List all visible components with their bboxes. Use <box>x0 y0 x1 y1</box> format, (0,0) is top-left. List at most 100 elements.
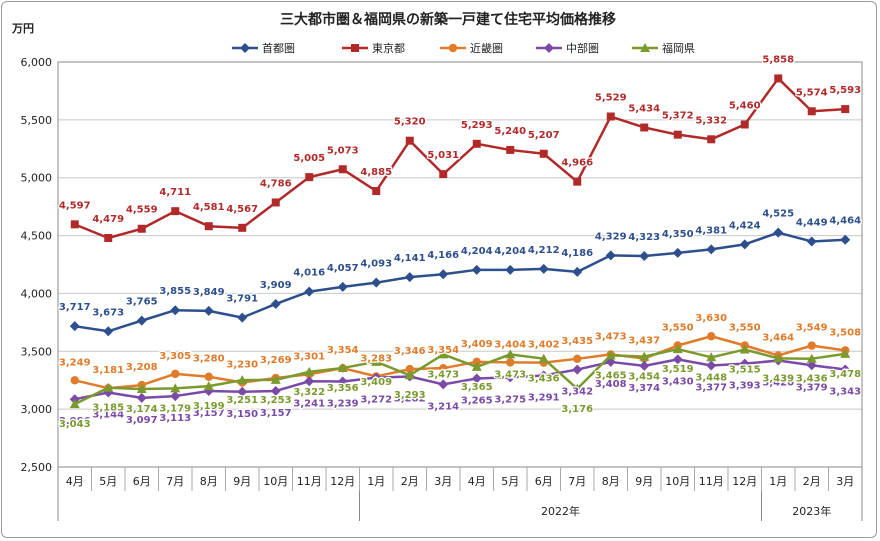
data-label: 3,448 <box>695 372 727 383</box>
data-label: 3,342 <box>561 387 593 398</box>
data-label: 3,356 <box>327 383 359 394</box>
series-line <box>74 334 846 390</box>
data-point <box>471 373 482 384</box>
series-line <box>74 347 846 406</box>
legend-item: 中部圏 <box>536 41 599 55</box>
data-label: 3,408 <box>595 379 627 390</box>
data-label: 3,343 <box>829 386 861 397</box>
x-tick-label: 6月 <box>133 475 151 488</box>
data-label: 5,005 <box>293 153 325 164</box>
data-point <box>338 165 347 174</box>
x-tick-label: 5月 <box>501 475 519 488</box>
data-label: 4,479 <box>92 214 124 225</box>
x-tick-label: 6月 <box>535 475 553 488</box>
data-label: 3,379 <box>796 382 828 393</box>
y-tick-label: 6,000 <box>21 56 53 69</box>
data-point <box>573 177 582 186</box>
year-label: 2022年 <box>541 504 580 518</box>
data-point <box>204 372 213 381</box>
data-label: 5,240 <box>494 126 526 137</box>
data-point <box>806 360 817 371</box>
y-tick-label: 4,000 <box>21 287 53 300</box>
data-label: 3,301 <box>293 351 325 362</box>
data-label: 3,549 <box>796 323 828 334</box>
series-line <box>74 358 846 401</box>
data-label: 3,275 <box>494 394 526 405</box>
data-label: 3,230 <box>226 360 258 371</box>
data-label: 3,436 <box>528 374 560 385</box>
data-point <box>104 234 113 243</box>
data-label: 5,460 <box>729 100 761 111</box>
x-tick-label: 7月 <box>568 475 586 488</box>
data-label: 3,174 <box>126 404 158 415</box>
data-label: 3,404 <box>494 339 526 350</box>
data-label: 3,717 <box>59 302 91 313</box>
x-tick-label: 8月 <box>200 475 218 488</box>
data-label: 3,239 <box>327 398 359 409</box>
data-point <box>270 298 281 309</box>
data-point <box>103 382 114 392</box>
data-point <box>740 120 749 129</box>
legend-label: 首都圏 <box>262 41 295 55</box>
data-label: 4,166 <box>427 250 459 261</box>
x-tick-label: 11月 <box>297 475 322 488</box>
data-point <box>404 370 415 380</box>
data-label: 3,251 <box>226 395 258 406</box>
data-label: 4,141 <box>394 253 426 264</box>
x-tick-label: 1月 <box>769 475 787 488</box>
data-label: 3,420 <box>762 378 794 389</box>
data-label: 5,031 <box>427 150 459 161</box>
data-point <box>270 374 281 384</box>
data-point <box>606 112 615 121</box>
data-label: 3,253 <box>260 395 292 406</box>
data-label: 3,409 <box>461 339 493 350</box>
data-point <box>639 360 650 371</box>
data-point <box>544 43 554 53</box>
data-point <box>70 376 79 385</box>
data-point <box>136 392 147 403</box>
data-point <box>472 139 481 148</box>
series-東京都 <box>70 74 850 243</box>
data-point <box>505 264 516 275</box>
data-label: 3,435 <box>561 336 593 347</box>
data-point <box>240 43 250 53</box>
data-label: 3,855 <box>159 286 191 297</box>
x-tick-label: 10月 <box>665 475 690 488</box>
data-label: 4,885 <box>360 167 392 178</box>
data-point <box>572 383 583 393</box>
data-label: 3,377 <box>695 383 727 394</box>
data-point <box>351 44 359 52</box>
data-label: 4,212 <box>528 245 560 256</box>
data-label: 5,372 <box>662 111 694 122</box>
data-point <box>840 234 851 245</box>
data-point <box>739 239 750 250</box>
data-label: 3,181 <box>92 365 124 376</box>
data-point <box>639 251 650 262</box>
data-label: 5,858 <box>762 54 794 65</box>
data-label: 3,157 <box>260 408 292 419</box>
data-label: 3,305 <box>159 351 191 362</box>
data-point <box>573 354 582 364</box>
data-label: 3,157 <box>193 408 225 419</box>
data-label: 3,393 <box>729 381 761 392</box>
data-point <box>605 350 616 360</box>
data-point <box>438 349 449 359</box>
data-point <box>706 244 717 255</box>
data-point <box>371 372 382 383</box>
data-point <box>70 220 79 229</box>
data-label: 3,354 <box>327 345 359 356</box>
data-label: 3,322 <box>293 387 325 398</box>
data-point <box>438 269 449 280</box>
data-label: 3,214 <box>427 401 459 412</box>
data-label: 4,329 <box>595 231 627 242</box>
data-point <box>672 354 683 365</box>
data-point <box>773 227 784 238</box>
data-label: 3,439 <box>762 373 794 384</box>
data-label: 3,849 <box>193 287 225 298</box>
x-tick-label: 4月 <box>468 475 486 488</box>
data-label: 3,208 <box>126 362 158 373</box>
data-point <box>539 149 548 158</box>
data-point <box>506 358 515 367</box>
data-label: 3,465 <box>595 370 627 381</box>
x-tick-label: 8月 <box>602 475 620 488</box>
